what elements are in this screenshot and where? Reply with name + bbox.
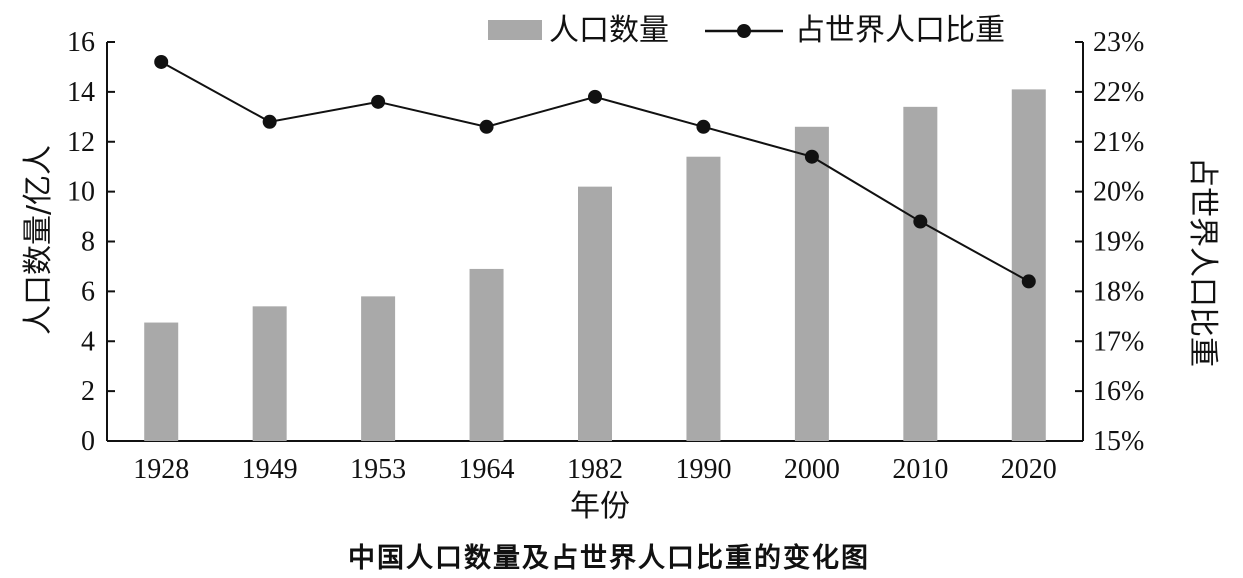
left-tick-label: 8 — [81, 227, 95, 258]
x-tick-label: 2020 — [1001, 454, 1057, 485]
line-point-1964 — [479, 119, 494, 134]
x-tick-label: 2010 — [892, 454, 948, 485]
bar-1928 — [144, 322, 179, 441]
left-tick-label: 16 — [67, 27, 95, 58]
line-point-1949 — [262, 114, 277, 129]
left-tick-label: 6 — [81, 276, 95, 307]
line-point-2020 — [1021, 274, 1036, 289]
y-axis-title-left: 人口数量/亿人 — [21, 145, 56, 335]
x-tick-label: 1990 — [675, 454, 731, 485]
x-axis-ticks: 1928 1949 1953 1964 1982 1990 2000 2010 2020 — [133, 454, 1057, 485]
right-tick-label: 16% — [1093, 376, 1144, 407]
left-tick-label: 2 — [81, 376, 95, 407]
left-tick-label: 14 — [67, 77, 95, 108]
y-axis-title-right: 占世界人口比重 — [1185, 157, 1220, 367]
line-point-2000 — [804, 149, 819, 164]
right-axis-ticks: 15% 16% 17% 18% 19% 20% 21% 22% 23% — [1075, 27, 1144, 457]
legend: 人口数量 占世界人口比重 — [488, 13, 1005, 48]
right-tick-label: 23% — [1093, 27, 1144, 58]
line-series — [154, 54, 1036, 289]
legend-line-label: 占世界人口比重 — [795, 13, 1005, 48]
line-point-1928 — [154, 54, 169, 69]
bar-1953 — [361, 296, 396, 441]
legend-bar-label: 人口数量 — [549, 13, 669, 48]
bar-2020 — [1011, 89, 1046, 441]
right-tick-label: 20% — [1093, 177, 1144, 208]
left-tick-label: 10 — [67, 177, 95, 208]
line-point-1982 — [588, 89, 602, 104]
line-point-1990 — [696, 119, 711, 134]
right-tick-label: 21% — [1093, 127, 1144, 158]
bar-1964 — [469, 268, 504, 441]
bar-1990 — [686, 156, 721, 441]
left-tick-label: 4 — [81, 326, 95, 357]
legend-line-marker — [737, 24, 751, 38]
right-tick-label: 22% — [1093, 77, 1144, 108]
legend-bar-swatch — [488, 20, 542, 40]
x-tick-label: 1964 — [459, 454, 515, 485]
x-tick-label: 1982 — [567, 454, 623, 485]
bar-series — [144, 89, 1046, 442]
x-tick-label: 2000 — [784, 454, 840, 485]
right-tick-label: 19% — [1093, 227, 1144, 258]
left-tick-label: 0 — [81, 426, 95, 457]
bar-2000 — [794, 126, 829, 441]
right-tick-label: 18% — [1093, 276, 1144, 307]
bar-1949 — [252, 306, 287, 441]
x-tick-label: 1949 — [242, 454, 298, 485]
x-axis-title: 年份 — [570, 489, 630, 524]
x-tick-label: 1953 — [350, 454, 406, 485]
right-tick-label: 17% — [1093, 326, 1144, 357]
bar-1982 — [578, 186, 612, 441]
right-tick-label: 15% — [1093, 426, 1144, 457]
chart-caption: 中国人口数量及占世界人口比重的变化图 — [348, 542, 870, 574]
left-axis-ticks: 0 2 4 6 8 10 12 14 16 — [67, 27, 115, 457]
x-tick-label: 1928 — [133, 454, 189, 485]
left-tick-label: 12 — [67, 127, 95, 158]
bar-2010 — [903, 106, 938, 442]
line-point-2010 — [913, 214, 928, 229]
line-point-1953 — [371, 94, 386, 109]
